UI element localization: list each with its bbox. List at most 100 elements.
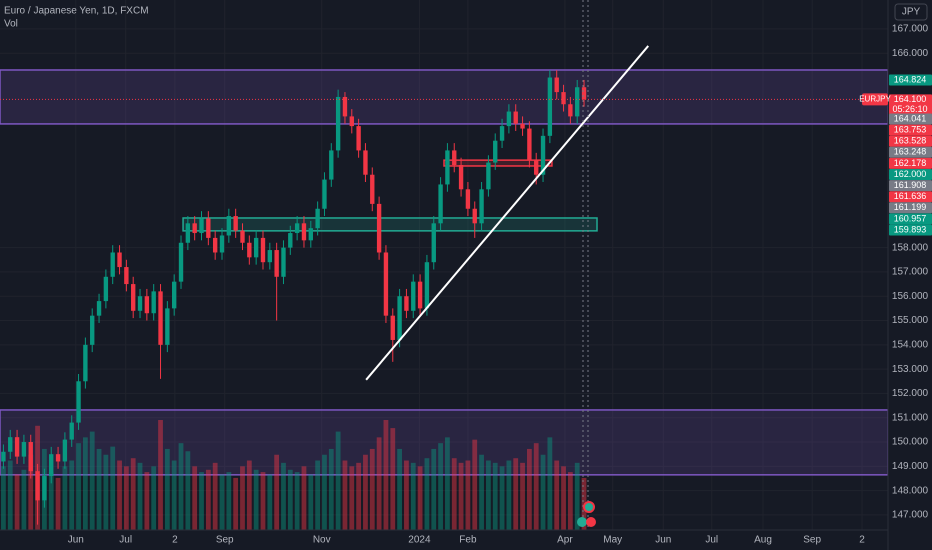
- volume-bar: [335, 431, 341, 530]
- volume-bar: [526, 448, 532, 530]
- price-tag: [889, 146, 932, 158]
- candle-body: [49, 454, 54, 477]
- last-price-tag: [889, 94, 932, 115]
- y-tick-label: 158.000: [892, 242, 929, 253]
- candle-body: [329, 150, 334, 180]
- axis-labels: 167.000 166.000 158.000 157.000 156.000 155.0…: [68, 24, 932, 546]
- price-tag-label: 161.199: [894, 202, 927, 212]
- volume-bar: [212, 462, 218, 530]
- event-icon[interactable]: [577, 517, 587, 527]
- volume-bar: [62, 466, 68, 530]
- x-tick-label: 2: [172, 535, 178, 546]
- candle-body: [117, 252, 122, 268]
- volume-bar: [547, 437, 553, 530]
- volume-bar: [151, 466, 157, 530]
- candle-body: [192, 223, 197, 234]
- candle-body: [411, 281, 416, 311]
- candle-body: [363, 150, 368, 175]
- price-tag: [889, 224, 932, 236]
- volume-bar: [492, 462, 498, 530]
- grid: [0, 0, 888, 530]
- volume-bar: [137, 462, 143, 530]
- y-tick-label: 147.000: [892, 510, 929, 521]
- candle-body: [137, 296, 143, 311]
- volume-bar: [417, 466, 423, 530]
- candle-body: [42, 476, 47, 501]
- candle-body: [21, 442, 27, 457]
- x-tick-label: Sep: [803, 535, 821, 546]
- candle-body: [212, 237, 218, 253]
- volume-bar: [567, 472, 573, 530]
- volume-bar: [76, 443, 81, 530]
- y-tick-label: 166.000: [892, 48, 929, 59]
- candle-body: [431, 223, 436, 263]
- candle-body: [308, 228, 313, 241]
- y-tick-label: 148.000: [892, 485, 929, 496]
- volume-bar: [506, 460, 512, 530]
- volume-bar: [404, 460, 409, 530]
- candle-body: [62, 439, 68, 462]
- candle-body: [1, 451, 6, 462]
- price-tag-label: 163.753: [894, 124, 927, 134]
- price-tag-label: 160.957: [894, 213, 927, 223]
- price-tag: [889, 135, 932, 147]
- volume-bar: [349, 466, 355, 530]
- volume-bar: [465, 460, 471, 530]
- volume-bar: [89, 431, 95, 530]
- price-axis: [888, 0, 932, 550]
- zone: [443, 159, 553, 167]
- price-tag-label: 162.000: [894, 169, 927, 179]
- zone: [182, 217, 598, 232]
- candle-body: [322, 179, 327, 209]
- volume-bar: [287, 469, 293, 530]
- price-tag: [889, 213, 932, 225]
- volume-bar: [410, 462, 416, 530]
- volume-bar: [233, 477, 239, 530]
- volume-bar: [158, 420, 163, 530]
- price-tag-label: 163.528: [894, 136, 927, 146]
- candle-body: [540, 135, 546, 175]
- candle-body: [554, 77, 559, 93]
- volume-bar: [356, 462, 362, 530]
- event-icon[interactable]: [583, 501, 595, 513]
- x-tick-label: Sep: [216, 535, 234, 546]
- volume-bar: [205, 469, 211, 530]
- candle-layer: [1, 70, 587, 525]
- candle-body: [165, 308, 170, 345]
- last-price-label: 164.100: [894, 94, 927, 104]
- candle-body: [465, 189, 471, 209]
- y-tick-label: 155.000: [892, 315, 929, 326]
- chart-title: Euro / Japanese Yen, 1D, FXCM: [4, 6, 149, 17]
- volume-bar: [281, 462, 286, 530]
- y-tick-label: 167.000: [892, 24, 929, 35]
- volume-bar: [458, 462, 464, 530]
- currency-label[interactable]: JPY: [902, 7, 921, 18]
- candle-body: [124, 267, 129, 285]
- candle-body: [28, 442, 33, 472]
- volume-bar: [253, 469, 259, 530]
- x-tick-label: Jun: [68, 535, 84, 546]
- y-tick-label: 152.000: [892, 388, 929, 399]
- candle-body: [349, 116, 354, 127]
- candle-body: [301, 223, 307, 241]
- volume-bar: [342, 460, 348, 530]
- event-icon[interactable]: [586, 517, 596, 527]
- volume-bar: [540, 454, 546, 530]
- volume-bar: [431, 448, 437, 530]
- price-tag-label: 161.636: [894, 191, 927, 201]
- volume-bar: [533, 443, 539, 530]
- y-tick-label: 151.000: [892, 412, 929, 423]
- price-tag: [889, 169, 932, 180]
- candle-body: [561, 92, 566, 105]
- candle-body: [445, 150, 450, 185]
- overlay: [0, 45, 888, 381]
- candle-body: [253, 237, 259, 258]
- candle-body: [520, 123, 525, 129]
- candle-body: [404, 296, 409, 311]
- candle-body: [390, 315, 395, 340]
- currency-button[interactable]: [894, 3, 928, 21]
- volume-bar: [376, 437, 382, 530]
- x-tick-label: Jul: [119, 535, 132, 546]
- volume-bar: [520, 462, 525, 530]
